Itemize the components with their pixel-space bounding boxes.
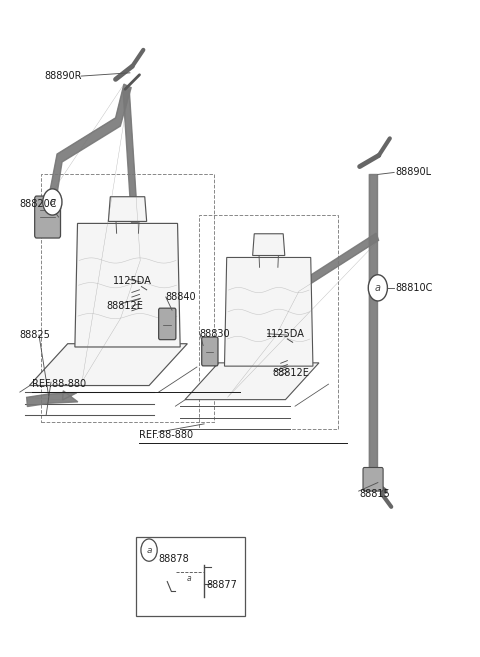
Text: REF.88-880: REF.88-880 xyxy=(140,430,193,440)
Bar xyxy=(41,174,214,422)
Text: a: a xyxy=(186,574,191,583)
Circle shape xyxy=(368,275,387,301)
Polygon shape xyxy=(48,84,131,200)
Text: 88840: 88840 xyxy=(166,292,196,302)
Circle shape xyxy=(141,539,157,561)
Text: 88810C: 88810C xyxy=(396,283,433,293)
Polygon shape xyxy=(108,196,147,221)
Text: 88890R: 88890R xyxy=(45,71,82,81)
Text: 88812E: 88812E xyxy=(106,300,143,311)
Text: REF.88-880: REF.88-880 xyxy=(32,379,86,389)
Bar xyxy=(136,537,245,616)
Polygon shape xyxy=(369,174,377,476)
Polygon shape xyxy=(252,234,285,256)
Text: a: a xyxy=(49,197,55,207)
Circle shape xyxy=(43,189,62,215)
Polygon shape xyxy=(77,89,140,382)
Polygon shape xyxy=(185,363,319,399)
FancyBboxPatch shape xyxy=(35,196,60,238)
Text: a: a xyxy=(375,283,381,293)
Text: a: a xyxy=(146,545,152,555)
Polygon shape xyxy=(224,233,379,397)
FancyBboxPatch shape xyxy=(363,468,383,491)
FancyBboxPatch shape xyxy=(202,337,218,366)
Text: 1125DA: 1125DA xyxy=(266,328,305,339)
Bar xyxy=(199,215,338,429)
Polygon shape xyxy=(75,223,180,347)
Text: 88877: 88877 xyxy=(206,581,238,591)
Polygon shape xyxy=(27,391,78,407)
Text: 88825: 88825 xyxy=(20,330,51,340)
Text: 88815: 88815 xyxy=(360,489,390,499)
Polygon shape xyxy=(225,258,313,366)
Text: 88890L: 88890L xyxy=(396,168,432,177)
FancyBboxPatch shape xyxy=(158,308,176,340)
Text: 88878: 88878 xyxy=(158,555,190,564)
Polygon shape xyxy=(29,344,187,386)
Text: 88812E: 88812E xyxy=(273,368,310,378)
Text: 88820C: 88820C xyxy=(20,199,57,209)
Text: 1125DA: 1125DA xyxy=(113,277,152,286)
Text: 88830: 88830 xyxy=(199,328,230,339)
